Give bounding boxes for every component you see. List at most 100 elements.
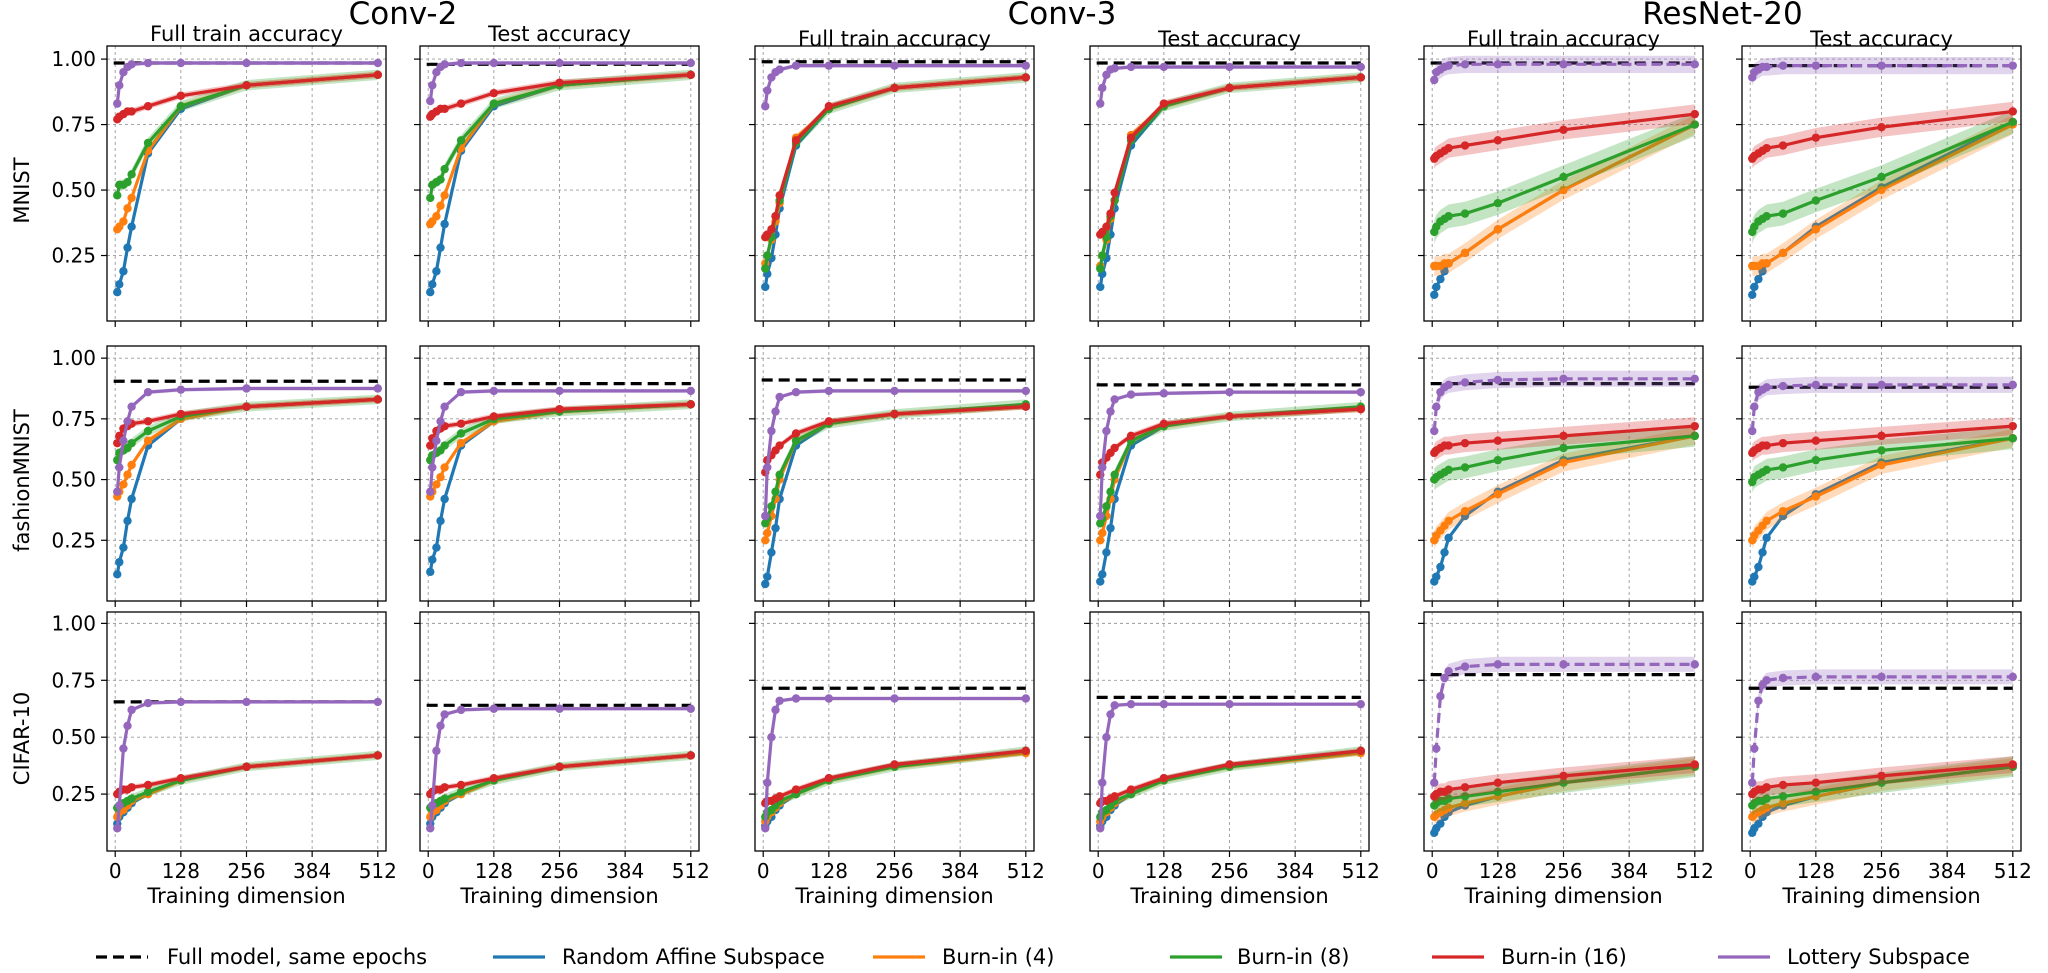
burn16-series	[113, 70, 382, 124]
legend-label: Burn-in (8)	[1237, 945, 1349, 969]
burn16-series	[1430, 756, 1699, 805]
burn16-point	[1110, 792, 1119, 801]
burn16-point	[127, 783, 136, 792]
lottery-point	[1444, 380, 1453, 390]
subplot-title: Full train accuracy	[150, 22, 343, 46]
lottery-series	[761, 61, 1030, 111]
burn8-series	[1096, 746, 1365, 822]
random-point	[115, 280, 124, 289]
burn4-band	[1100, 406, 1361, 544]
subplot: 0 128 256 384 512 Training dimension	[1736, 611, 2032, 908]
gridlines	[107, 346, 386, 601]
burn16-point	[143, 102, 153, 111]
burn4-point	[1493, 225, 1503, 234]
lottery-point	[1096, 824, 1105, 833]
lottery-point	[1460, 662, 1470, 671]
row-label: MNIST	[10, 157, 34, 223]
axes-frame	[419, 611, 700, 852]
burn4-band	[117, 71, 378, 233]
lottery-series	[1748, 376, 2017, 439]
lottery-point	[555, 704, 564, 713]
burn16-point	[1778, 438, 1788, 448]
burn16-point	[824, 417, 834, 426]
lottery-point	[1811, 672, 1821, 682]
lottery-point	[436, 721, 445, 731]
burn8-point	[1762, 212, 1771, 221]
burn16-point	[143, 417, 153, 426]
burn8-point	[1460, 209, 1470, 218]
burn16-point	[791, 785, 801, 794]
subplot: Full train accuracy	[749, 27, 1035, 327]
gridlines	[755, 612, 1034, 851]
burn4-band	[765, 74, 1026, 267]
subplot	[1084, 345, 1370, 607]
lottery-point	[123, 721, 132, 731]
burn16-point	[791, 136, 801, 145]
burn16-point	[1102, 222, 1111, 231]
lottery-series	[113, 697, 382, 833]
burn16-point	[1444, 143, 1453, 153]
legend-item: Random Affine Subspace	[493, 945, 825, 969]
lottery-point	[123, 417, 132, 426]
random-point	[1436, 274, 1445, 284]
lottery-band	[1100, 64, 1361, 106]
burn16-point	[242, 762, 251, 771]
burn16-point	[176, 409, 186, 419]
burn4-series	[1096, 404, 1365, 545]
subplot-title: Test accuracy	[1157, 27, 1301, 51]
burn16-point	[426, 441, 435, 450]
burn4-point	[1778, 506, 1788, 516]
burn8-line	[115, 73, 378, 196]
burn16-point	[143, 780, 153, 790]
burn16-point	[1225, 760, 1234, 769]
gridlines	[1090, 46, 1369, 321]
lottery-point	[456, 387, 466, 397]
x-tick-label: 256	[540, 859, 578, 883]
y-tick-label: 1.00	[51, 611, 96, 635]
legend-item: Burn-in (4)	[873, 945, 1054, 969]
lottery-point	[1877, 672, 1886, 682]
lottery-point	[440, 60, 449, 69]
lottery-point	[1021, 61, 1030, 70]
burn16-point	[686, 751, 695, 760]
burn8-point	[143, 138, 153, 148]
burn16-band	[1100, 74, 1361, 238]
gridlines	[1090, 612, 1369, 851]
x-tick-label: 256	[1210, 859, 1248, 883]
x-tick-label: 384	[1928, 859, 1966, 883]
lottery-band	[1752, 376, 2013, 439]
burn16-point	[1106, 209, 1115, 218]
burn8-point	[767, 502, 776, 511]
lottery-point	[1811, 61, 1821, 70]
burn8-point	[1778, 463, 1788, 472]
burn4-point	[127, 193, 136, 203]
burn16-point	[1021, 402, 1030, 411]
lottery-point	[763, 463, 772, 472]
random-point	[113, 287, 122, 297]
burn16-point	[176, 91, 186, 100]
burn16-band	[1100, 748, 1361, 806]
lottery-point	[1748, 778, 1757, 787]
random-point	[1762, 533, 1771, 543]
lottery-point	[1096, 511, 1105, 521]
lottery-series	[426, 58, 695, 106]
subplot-title: Test accuracy	[1809, 27, 1953, 51]
burn16-point	[791, 429, 801, 438]
lottery-point	[1750, 744, 1759, 753]
lottery-point	[127, 705, 136, 715]
subplot: Test accuracy	[1736, 27, 2022, 327]
lottery-point	[1106, 710, 1115, 719]
lottery-point	[1159, 62, 1169, 72]
burn8-point	[1811, 196, 1821, 205]
burn16-point	[824, 773, 834, 783]
lottery-point	[1225, 62, 1234, 72]
random-point	[436, 243, 445, 252]
burn16-point	[373, 751, 382, 760]
burn16-point	[555, 404, 564, 414]
model-title: Conv-3	[1008, 0, 1117, 32]
lottery-point	[1430, 426, 1439, 436]
burn4-line	[428, 402, 691, 498]
burn16-point	[1159, 419, 1169, 428]
lottery-point	[1225, 699, 1234, 709]
model-title: Conv-2	[349, 0, 458, 32]
